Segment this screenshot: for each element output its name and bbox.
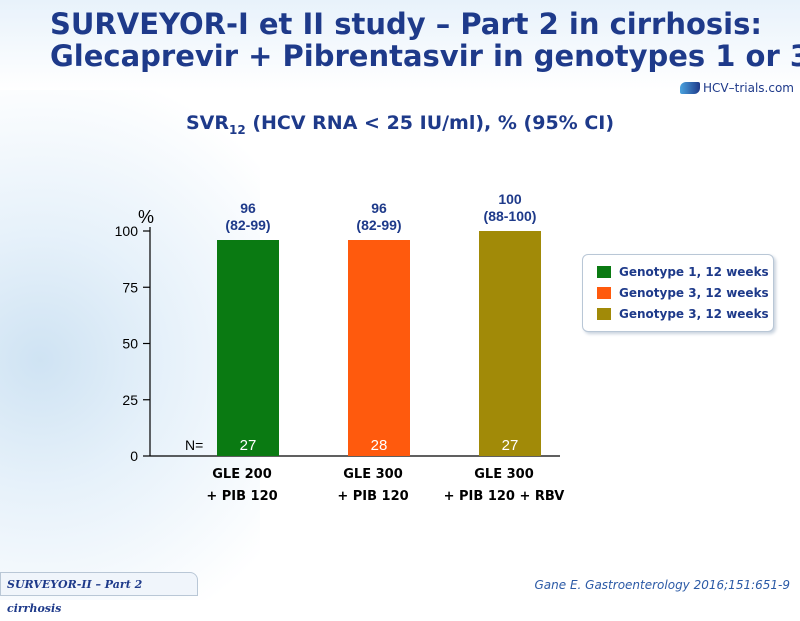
logo-text: HCV–trials.com: [703, 81, 794, 95]
bar-n-value: 28: [371, 437, 388, 454]
x-category-label: GLE 300: [343, 467, 403, 482]
x-category-label: + PIB 120: [337, 489, 408, 504]
bar-value-label: 96: [240, 200, 256, 216]
subtitle-suffix: (HCV RNA < 25 IU/ml), % (95% CI): [245, 112, 615, 134]
y-axis-unit-label: %: [138, 207, 154, 227]
y-tick-label: 25: [122, 392, 138, 408]
y-tick-label: 0: [130, 448, 138, 464]
slide-title: SURVEYOR-I et II study – Part 2 in cirrh…: [50, 7, 800, 73]
x-category-label: GLE 200: [212, 467, 272, 482]
legend-swatch-genotype-3: [597, 287, 611, 299]
bar-n-value: 27: [240, 437, 257, 454]
reference-citation: Gane E. Gastroenterology 2016;151:651-9: [534, 578, 790, 592]
logo-mark-icon: [680, 82, 701, 94]
y-tick-label: 100: [115, 223, 139, 239]
n-label: N=: [185, 437, 203, 453]
bar-ci-label: (88-100): [484, 208, 537, 224]
chart-legend: Genotype 1, 12 weeks Genotype 3, 12 week…: [582, 254, 774, 332]
legend-label-genotype-1: Genotype 1, 12 weeks: [619, 265, 769, 279]
subtitle-subscript: 12: [229, 122, 246, 137]
legend-item-genotype-1: Genotype 1, 12 weeks: [597, 264, 769, 280]
slide-title-line-2: Glecaprevir + Pibrentasvir in genotypes …: [50, 39, 800, 73]
bar: [217, 240, 279, 456]
y-tick-label: 50: [122, 336, 138, 352]
bar-ci-label: (82-99): [356, 217, 401, 233]
bar-value-label: 96: [371, 200, 387, 216]
legend-item-genotype-3: Genotype 3, 12 weeks: [597, 285, 769, 301]
x-category-label: GLE 300: [474, 467, 534, 482]
bar-n-value: 27: [502, 437, 519, 454]
subtitle-prefix: SVR: [185, 112, 230, 134]
bar: [348, 240, 410, 456]
site-logo: HCV–trials.com: [680, 80, 794, 96]
chart-subtitle: SVR12 (HCV RNA < 25 IU/ml), % (95% CI): [0, 112, 800, 137]
bar-ci-label: (82-99): [225, 217, 270, 233]
bar: [479, 231, 541, 456]
legend-swatch-genotype-3-rbv: [597, 308, 611, 320]
footer-study-tag: SURVEYOR-II – Part 2 cirrhosis: [0, 572, 198, 615]
legend-label-genotype-3: Genotype 3, 12 weeks: [619, 286, 769, 300]
legend-swatch-genotype-1: [597, 266, 611, 278]
slide-title-line-1: SURVEYOR-I et II study – Part 2 in cirrh…: [50, 7, 762, 41]
legend-item-genotype-3-rbv: Genotype 3, 12 weeks: [597, 306, 769, 322]
bar-value-label: 100: [498, 191, 522, 207]
y-tick-label: 75: [122, 279, 138, 295]
legend-label-genotype-3-rbv: Genotype 3, 12 weeks: [619, 307, 769, 321]
x-category-label: + PIB 120 + RBV: [444, 489, 565, 504]
x-category-label: + PIB 120: [206, 489, 277, 504]
